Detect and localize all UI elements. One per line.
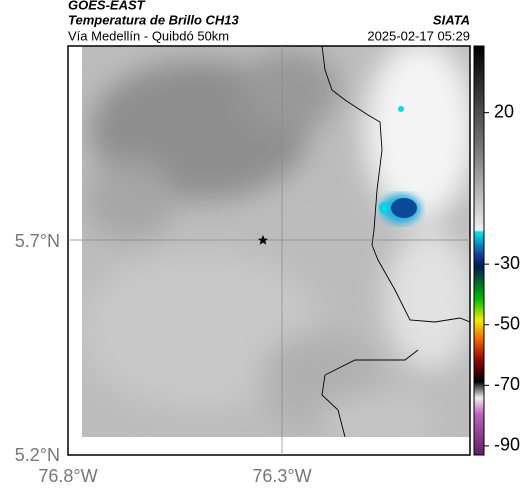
satellite-image	[82, 46, 470, 437]
agency: SIATA	[433, 12, 470, 27]
colorbar-tick-label: -30	[494, 253, 520, 273]
colorbar-tick-label: -50	[494, 313, 520, 333]
subtitle: Vía Medellín - Quibdó 50km	[68, 28, 229, 43]
map-frame	[67, 45, 471, 456]
lat-label: 5.7°N	[15, 231, 60, 251]
source: GOES-EAST	[68, 0, 146, 12]
lon-label: 76.8°W	[38, 466, 97, 486]
colorbar-ticks: 20 -30 -50 -70 -90	[484, 101, 520, 455]
title: Temperatura de Brillo CH13	[68, 12, 240, 27]
colorbar-tick-label: -90	[494, 435, 520, 455]
colorbar-tick-label: -70	[494, 374, 520, 394]
lat-label: 5.2°N	[15, 445, 60, 465]
lon-label: 76.3°W	[252, 466, 311, 486]
colorbar	[473, 45, 485, 456]
city-marker	[258, 235, 268, 245]
colorbar-tick-label: 20	[494, 101, 514, 121]
timestamp: 2025-02-17 05:29	[367, 28, 470, 43]
